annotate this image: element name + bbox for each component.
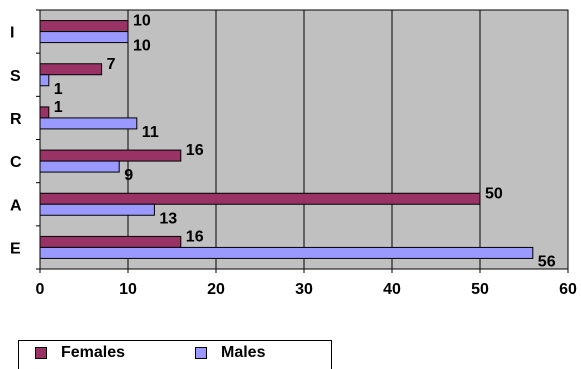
legend-item-males: Males [195, 344, 265, 362]
bar-females-a [39, 192, 481, 205]
x-tick-label: 10 [119, 281, 137, 298]
data-label-females-a: 50 [485, 185, 503, 202]
bar-females-e [39, 235, 182, 248]
legend-item-females: Females [35, 344, 125, 362]
data-label-females-r: 1 [54, 99, 63, 116]
bar-females-c [39, 149, 182, 162]
category-label-r: R [10, 111, 22, 128]
bar-males-a [39, 203, 155, 216]
data-label-males-r: 11 [142, 124, 159, 141]
legend: Females Males [18, 340, 332, 369]
legend-swatch-females [35, 347, 47, 359]
legend-swatch-males [195, 347, 207, 359]
data-label-males-c: 9 [124, 167, 133, 184]
x-tick-label: 30 [295, 281, 313, 298]
bar-males-c [39, 160, 120, 173]
data-label-females-i: 10 [133, 13, 151, 30]
data-label-males-e: 56 [538, 253, 556, 270]
bar-females-i [39, 20, 129, 33]
bar-females-s [39, 63, 103, 76]
category-label-e: E [10, 240, 21, 257]
bar-males-r [39, 117, 138, 130]
data-label-males-s: 1 [54, 81, 63, 98]
data-label-females-e: 16 [186, 228, 204, 245]
bar-females-r [39, 106, 50, 119]
data-label-females-s: 7 [107, 56, 116, 73]
category-label-c: C [10, 154, 22, 171]
bar-males-s [39, 74, 50, 87]
data-label-females-c: 16 [186, 142, 204, 159]
x-tick-label: 0 [36, 281, 45, 298]
x-tick-label: 40 [383, 281, 401, 298]
legend-label-females: Females [61, 344, 126, 361]
data-label-males-i: 10 [133, 38, 151, 55]
legend-label-males: Males [221, 344, 266, 361]
x-tick-label: 60 [559, 281, 577, 298]
x-tick-label: 50 [471, 281, 489, 298]
category-label-a: A [10, 197, 22, 214]
bar-males-i [39, 31, 129, 44]
x-tick-label: 20 [207, 281, 225, 298]
category-label-i: I [10, 25, 14, 42]
bar-males-e [39, 246, 534, 259]
category-label-s: S [10, 68, 21, 85]
data-label-males-a: 13 [159, 210, 177, 227]
